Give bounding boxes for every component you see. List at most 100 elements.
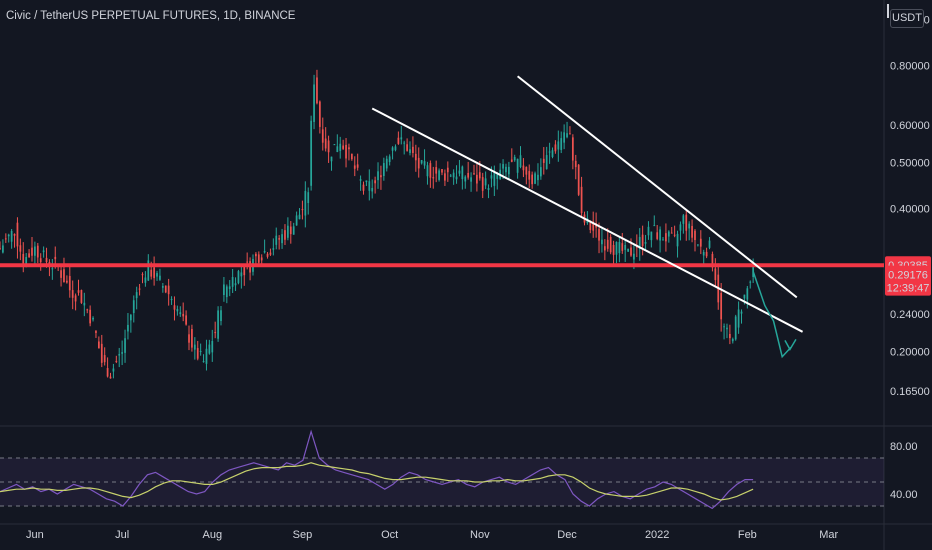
candle-body (159, 275, 161, 280)
candle-body (589, 220, 592, 230)
candle-body (115, 360, 118, 362)
candle-body (644, 242, 647, 244)
candle-body (525, 166, 528, 175)
candle-body (127, 324, 129, 332)
candle-body (356, 164, 359, 168)
candle-body (228, 286, 231, 289)
candle-body (685, 214, 688, 231)
candle-body (74, 295, 77, 302)
candle-body (615, 241, 618, 255)
candle-body (557, 141, 560, 150)
candle-body (650, 231, 653, 241)
candle-body (34, 246, 36, 256)
candle-body (606, 239, 609, 249)
candle-body (711, 253, 714, 268)
candle-body (345, 144, 347, 159)
candle-body (537, 174, 539, 181)
candle-body (68, 276, 71, 291)
candle-body (353, 165, 356, 169)
resistance-line (0, 263, 884, 268)
candle-body (234, 283, 237, 286)
candle-body (147, 260, 150, 281)
candle-body (199, 350, 202, 352)
candle-body (318, 101, 321, 127)
candle-body (214, 332, 217, 334)
candle-body (731, 338, 734, 342)
candle-body (164, 285, 167, 293)
candle-body (307, 192, 310, 204)
candle-body (135, 292, 138, 299)
candle-body (697, 244, 699, 246)
candle-body (371, 187, 374, 192)
candle-body (391, 147, 394, 151)
candle-body (138, 288, 141, 290)
candle-body (531, 174, 534, 185)
candle-body (176, 309, 179, 312)
candle-body (534, 173, 536, 184)
candle-body (10, 230, 13, 242)
candle-body (97, 341, 100, 349)
candle-body (289, 226, 292, 235)
candle-body (31, 247, 33, 256)
candle-body (83, 302, 86, 306)
candle-body (513, 156, 516, 161)
candle-body (516, 158, 519, 173)
currency-unit-badge[interactable]: USDT (890, 9, 924, 28)
candle-body (54, 256, 57, 260)
candle-body (667, 231, 670, 237)
candle-body (729, 333, 731, 339)
candle-body (679, 224, 682, 231)
candle-body (327, 140, 330, 153)
candle-body (153, 267, 155, 279)
candle-body (19, 245, 22, 252)
time-tick-label: Nov (470, 529, 490, 541)
candle-body (403, 142, 406, 144)
candle-body (458, 170, 461, 174)
candle-body (737, 309, 740, 328)
candle-body (478, 172, 481, 179)
candle-body (560, 138, 563, 150)
candle-body (173, 305, 176, 310)
candle-body (246, 261, 249, 263)
candle-body (225, 286, 228, 298)
time-tick-label: Jun (26, 529, 44, 541)
rsi-line (0, 462, 754, 501)
time-tick-label: Jul (115, 529, 129, 541)
candle-body (528, 171, 531, 180)
candle-body (80, 290, 83, 303)
candle-body (295, 215, 298, 226)
candle-body (749, 281, 752, 283)
candle-body (542, 158, 545, 163)
candle-body (51, 268, 54, 270)
candle-body (217, 310, 219, 339)
candle-body (630, 247, 632, 256)
candle-body (409, 149, 411, 153)
candle-body (574, 160, 577, 168)
candle-body (205, 348, 208, 364)
candle-body (109, 376, 112, 379)
candle-body (429, 163, 432, 178)
candle-body (446, 167, 449, 173)
candle-body (240, 272, 243, 277)
candle-body (435, 167, 438, 174)
candle-body (505, 166, 507, 173)
candle-body (220, 310, 222, 322)
candle-body (106, 368, 109, 377)
candle-body (132, 300, 135, 313)
candle-body (641, 234, 644, 246)
candle-body (377, 171, 379, 181)
candle-body (519, 155, 522, 168)
candle-body (368, 181, 371, 191)
time-tick-label: Oct (381, 529, 398, 541)
candle-body (397, 137, 400, 144)
candle-body (191, 329, 193, 348)
candle-body (726, 327, 728, 330)
candle-body (638, 237, 641, 250)
candle-body (284, 230, 286, 240)
candle-body (665, 233, 667, 242)
candle-body (231, 277, 234, 287)
candle-body (7, 234, 10, 237)
candle-body (490, 175, 493, 179)
